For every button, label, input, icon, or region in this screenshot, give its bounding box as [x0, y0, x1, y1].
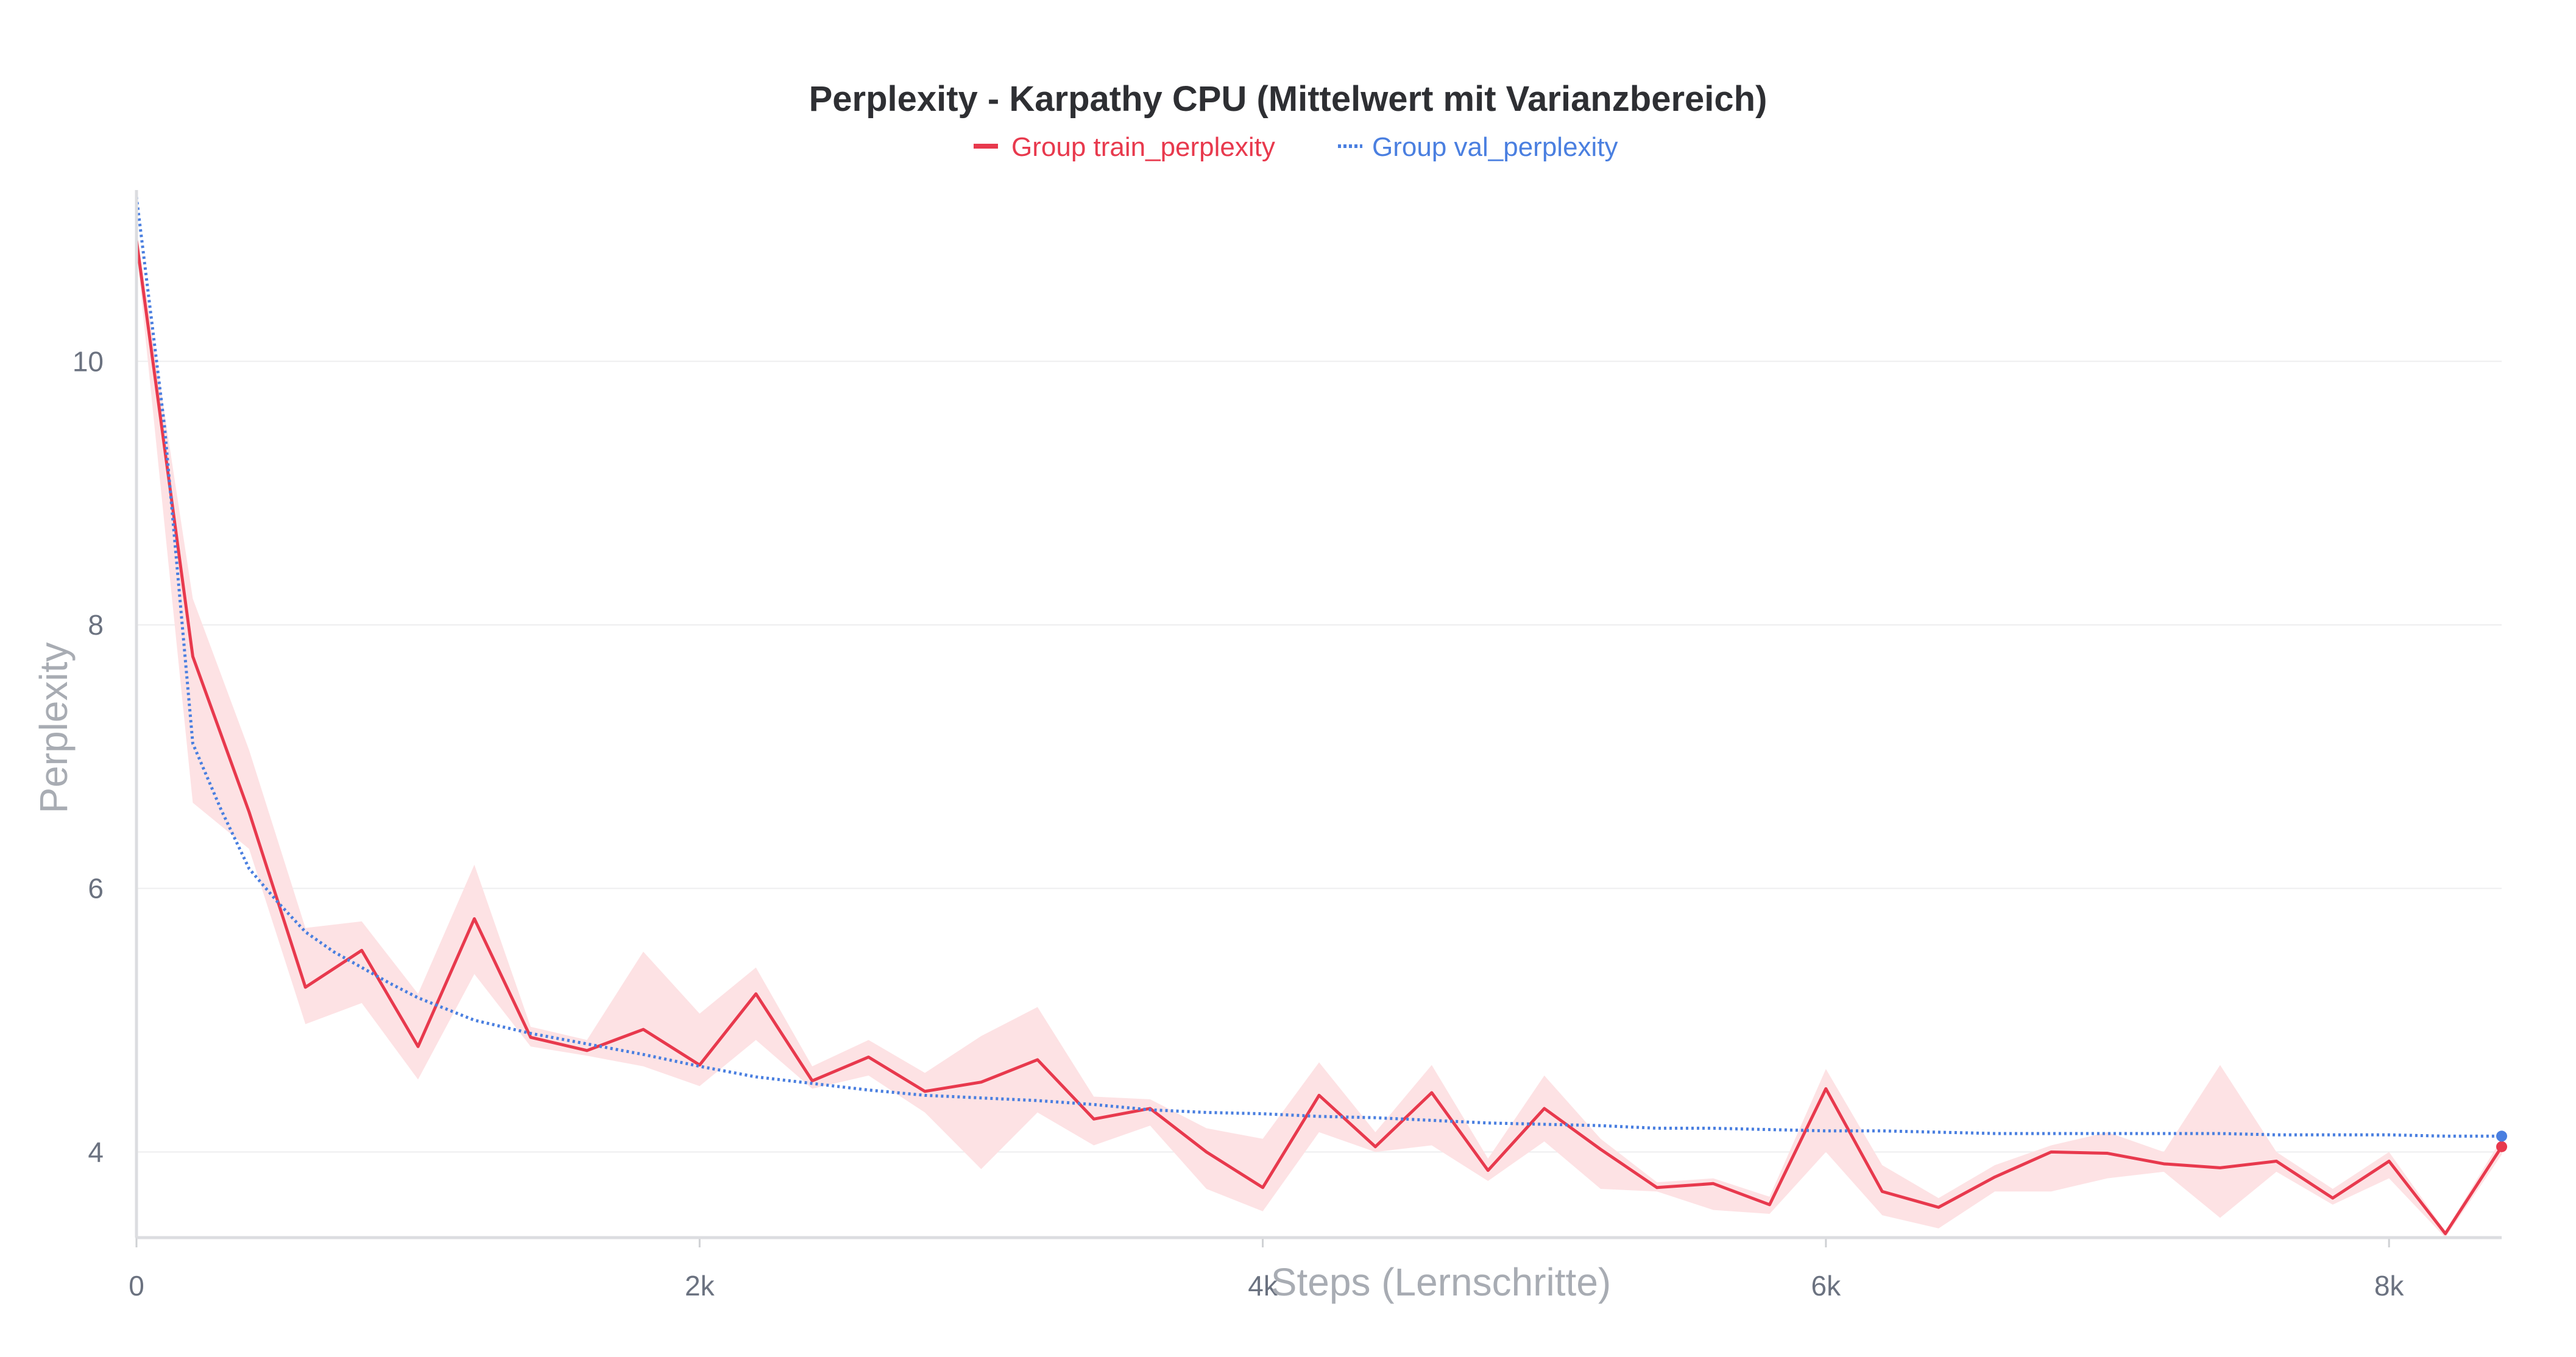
y-axis-title: Perplexity	[32, 643, 76, 814]
x-tick-label: 8k	[2374, 1270, 2405, 1302]
series-lines	[135, 196, 2507, 1236]
legend-item-train[interactable]: Group train_perplexity	[974, 132, 1275, 162]
y-tick-label: 10	[73, 345, 104, 377]
val-perplexity-line	[135, 196, 2502, 1138]
variance-band	[136, 229, 2502, 1238]
legend[interactable]: Group train_perplexity Group val_perplex…	[974, 132, 1618, 162]
x-tick-label: 4k	[1248, 1270, 1278, 1302]
x-tick-label: 2k	[685, 1270, 715, 1302]
train-variance-band	[136, 229, 2502, 1238]
legend-label-train: Group train_perplexity	[1011, 132, 1275, 162]
train-last-point	[2496, 1141, 2507, 1152]
legend-label-val: Group val_perplexity	[1372, 132, 1618, 162]
x-tick-label: 0	[129, 1270, 144, 1302]
y-tick-label: 6	[88, 873, 104, 904]
train-perplexity-line	[135, 238, 2503, 1236]
val-last-point	[2496, 1130, 2507, 1142]
chart-title: Perplexity - Karpathy CPU (Mittelwert mi…	[809, 79, 1767, 119]
gridlines	[136, 361, 2502, 1153]
y-tick-label: 8	[88, 609, 104, 641]
x-axis-title: Steps (Lernschritte)	[1271, 1260, 1611, 1304]
x-tick-label: 6k	[1811, 1270, 1842, 1302]
tick-labels: 4 6 8 10 0 2k 4k 6k 8k	[73, 345, 2405, 1302]
axes	[135, 190, 2502, 1247]
legend-item-val[interactable]: Group val_perplexity	[1338, 132, 1618, 162]
y-tick-label: 4	[88, 1136, 104, 1168]
